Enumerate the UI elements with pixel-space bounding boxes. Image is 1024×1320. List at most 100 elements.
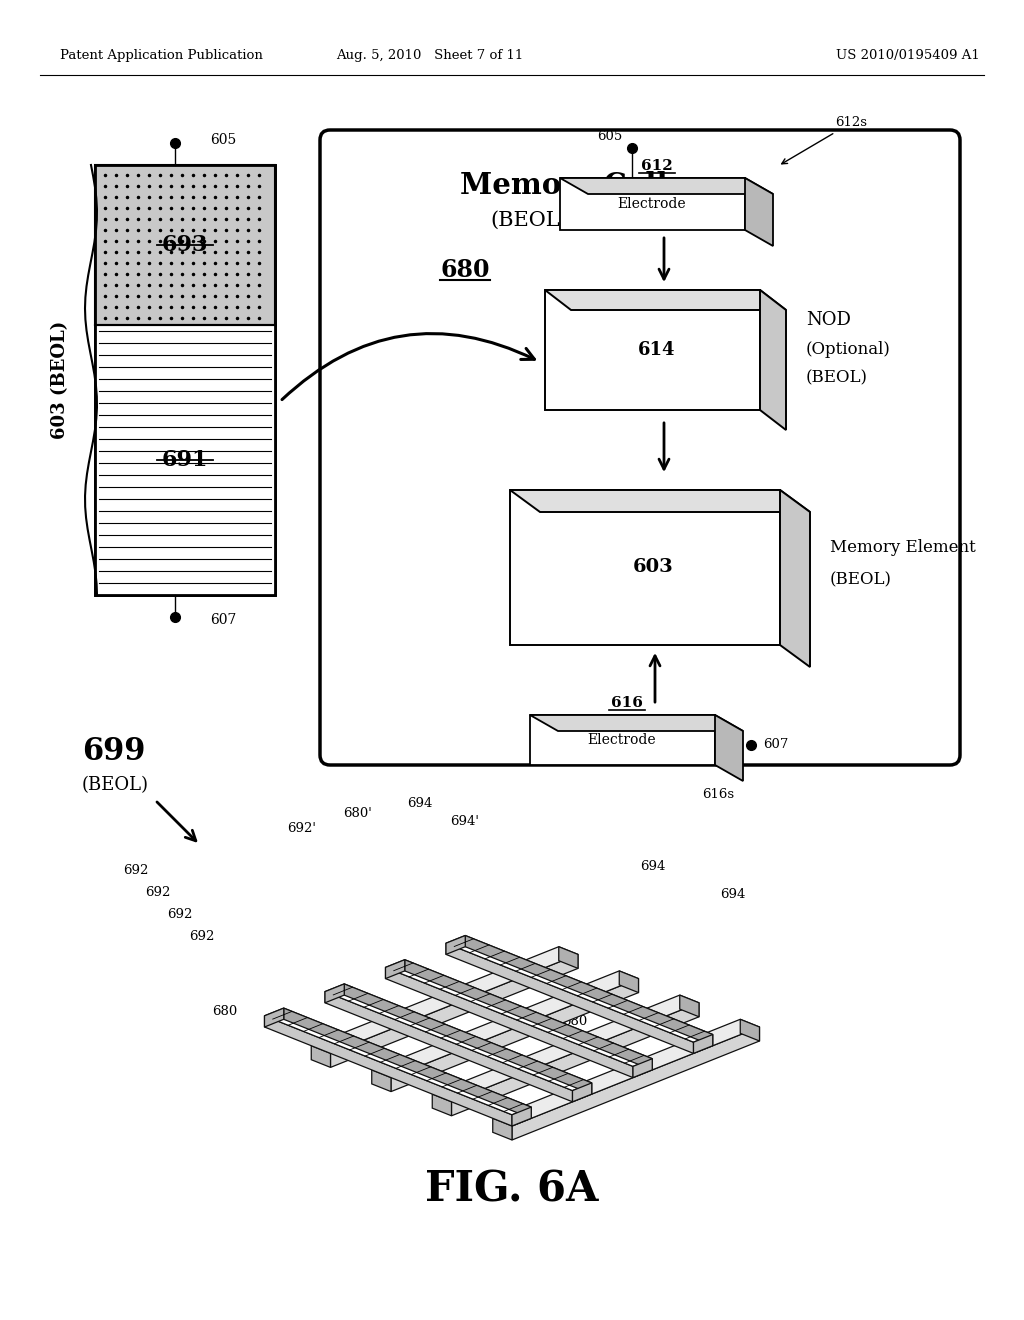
Polygon shape bbox=[560, 178, 773, 194]
Polygon shape bbox=[512, 1027, 760, 1140]
Polygon shape bbox=[344, 983, 592, 1094]
Text: US 2010/0195409 A1: US 2010/0195409 A1 bbox=[837, 49, 980, 62]
Polygon shape bbox=[620, 1053, 646, 1064]
Polygon shape bbox=[572, 1082, 592, 1102]
Text: 692: 692 bbox=[123, 863, 148, 876]
Polygon shape bbox=[760, 290, 786, 430]
Text: Aug. 5, 2010   Sheet 7 of 11: Aug. 5, 2010 Sheet 7 of 11 bbox=[336, 49, 523, 62]
Polygon shape bbox=[385, 960, 404, 978]
Polygon shape bbox=[493, 1019, 760, 1126]
Polygon shape bbox=[465, 936, 713, 1045]
Polygon shape bbox=[264, 1008, 284, 1027]
Polygon shape bbox=[715, 715, 743, 781]
Text: 693: 693 bbox=[162, 234, 208, 256]
Polygon shape bbox=[545, 290, 760, 411]
Text: 680: 680 bbox=[562, 1015, 588, 1028]
Polygon shape bbox=[385, 960, 652, 1067]
Text: 605: 605 bbox=[210, 133, 237, 147]
Polygon shape bbox=[446, 936, 713, 1043]
Polygon shape bbox=[284, 1008, 531, 1118]
Text: FIG. 6A: FIG. 6A bbox=[425, 1170, 599, 1210]
Text: 607: 607 bbox=[210, 612, 237, 627]
Polygon shape bbox=[432, 995, 699, 1102]
Polygon shape bbox=[432, 1094, 452, 1115]
Polygon shape bbox=[510, 490, 810, 512]
Text: 616s: 616s bbox=[702, 788, 734, 801]
Polygon shape bbox=[620, 1005, 646, 1015]
Text: (BEOL): (BEOL) bbox=[806, 370, 868, 387]
Polygon shape bbox=[325, 991, 572, 1102]
Polygon shape bbox=[499, 1005, 525, 1015]
Text: 692: 692 bbox=[167, 908, 193, 920]
Polygon shape bbox=[680, 995, 699, 1016]
Text: Memory Element: Memory Element bbox=[830, 540, 976, 557]
Text: 680': 680' bbox=[344, 807, 373, 820]
Text: (BEOL): (BEOL) bbox=[490, 210, 567, 230]
Polygon shape bbox=[510, 490, 780, 645]
Polygon shape bbox=[499, 957, 525, 968]
Text: (Optional): (Optional) bbox=[806, 342, 891, 359]
Text: 692': 692' bbox=[288, 822, 316, 836]
Text: (BEOL): (BEOL) bbox=[830, 572, 892, 589]
Text: 612s: 612s bbox=[781, 116, 867, 164]
Text: 607: 607 bbox=[763, 738, 788, 751]
Polygon shape bbox=[512, 1107, 531, 1126]
Text: 616: 616 bbox=[611, 696, 643, 710]
Text: Electrode: Electrode bbox=[588, 733, 656, 747]
Text: NOD: NOD bbox=[806, 312, 851, 329]
Polygon shape bbox=[331, 954, 578, 1068]
Polygon shape bbox=[740, 1019, 760, 1041]
Polygon shape bbox=[311, 1045, 331, 1068]
Text: 605: 605 bbox=[597, 129, 622, 143]
Polygon shape bbox=[620, 972, 639, 993]
Polygon shape bbox=[311, 946, 578, 1053]
Text: 603: 603 bbox=[633, 558, 674, 576]
Polygon shape bbox=[325, 983, 592, 1090]
Polygon shape bbox=[95, 325, 275, 595]
Polygon shape bbox=[446, 944, 693, 1053]
Polygon shape bbox=[780, 490, 810, 667]
Polygon shape bbox=[438, 981, 465, 991]
Text: 692: 692 bbox=[188, 929, 214, 942]
Polygon shape bbox=[438, 1030, 465, 1040]
Polygon shape bbox=[95, 165, 275, 325]
Text: 694: 694 bbox=[640, 861, 666, 874]
Polygon shape bbox=[385, 968, 633, 1077]
Text: 694': 694' bbox=[451, 814, 479, 828]
Text: Electrode: Electrode bbox=[617, 197, 686, 211]
Text: 694: 694 bbox=[408, 797, 433, 810]
Polygon shape bbox=[493, 1118, 512, 1140]
Text: 603 (BEOL): 603 (BEOL) bbox=[51, 321, 69, 440]
Polygon shape bbox=[499, 1053, 525, 1064]
Text: 680: 680 bbox=[440, 257, 489, 282]
Text: 680: 680 bbox=[212, 1005, 238, 1018]
Polygon shape bbox=[693, 1035, 713, 1053]
Polygon shape bbox=[264, 1016, 512, 1126]
Polygon shape bbox=[745, 178, 773, 246]
Text: 694: 694 bbox=[720, 888, 745, 902]
Polygon shape bbox=[559, 1030, 586, 1040]
Polygon shape bbox=[404, 960, 652, 1071]
Text: 614: 614 bbox=[638, 341, 676, 359]
Text: 699: 699 bbox=[82, 737, 145, 767]
Polygon shape bbox=[95, 165, 275, 595]
Text: Patent Application Publication: Patent Application Publication bbox=[60, 49, 263, 62]
Polygon shape bbox=[452, 1003, 699, 1115]
Polygon shape bbox=[559, 981, 586, 991]
Text: 612: 612 bbox=[641, 158, 673, 173]
Text: 691: 691 bbox=[162, 449, 208, 471]
Polygon shape bbox=[633, 1059, 652, 1077]
Polygon shape bbox=[446, 936, 465, 954]
Polygon shape bbox=[372, 1071, 391, 1092]
Polygon shape bbox=[680, 1030, 707, 1040]
Polygon shape bbox=[560, 178, 745, 230]
Polygon shape bbox=[391, 978, 639, 1092]
Text: (BEOL): (BEOL) bbox=[82, 776, 150, 795]
Text: 692: 692 bbox=[144, 886, 170, 899]
Polygon shape bbox=[499, 1102, 525, 1113]
Polygon shape bbox=[378, 1053, 404, 1064]
Polygon shape bbox=[264, 1008, 531, 1115]
Polygon shape bbox=[372, 972, 639, 1077]
Polygon shape bbox=[559, 1077, 586, 1088]
FancyBboxPatch shape bbox=[319, 129, 961, 766]
